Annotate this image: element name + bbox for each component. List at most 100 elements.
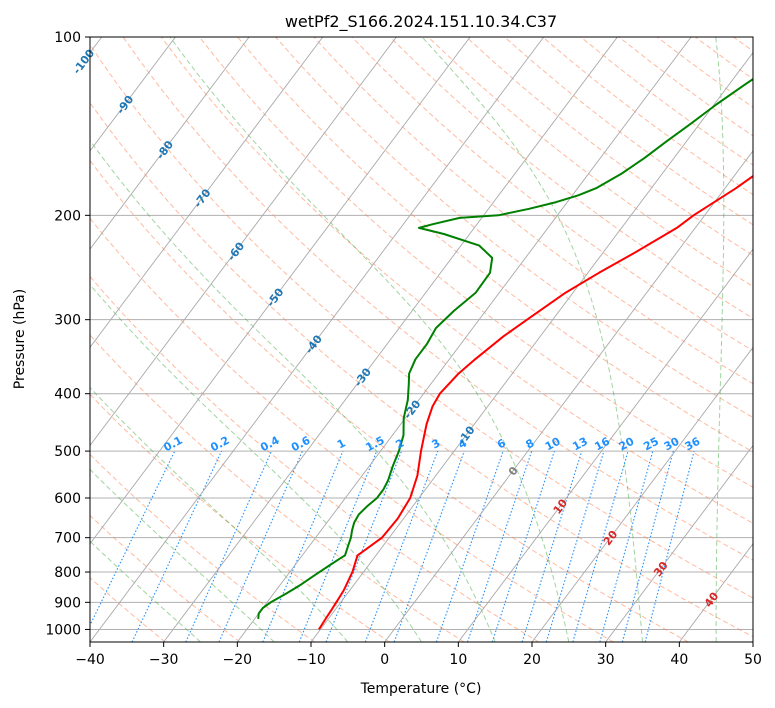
y-tick-label: 400 (54, 387, 81, 403)
isotherm-label: -80 (154, 138, 177, 162)
mixing-ratio-label: 25 (641, 435, 661, 454)
mixing-ratio-line (466, 450, 533, 642)
dry-adiabat-line (733, 37, 753, 52)
mixing-ratio-line (644, 450, 695, 642)
y-tick-label: 600 (54, 491, 81, 507)
y-tick-label: 1000 (45, 622, 81, 638)
isotherm-line (163, 37, 618, 642)
plot-area: 0.1 0.2 0.4 0.6 1 1.5 2 3 4 6 8 10 13 16 20 25 30 36-100-… (70, 36, 754, 643)
isotherm-line (605, 444, 753, 642)
mixing-ratio-line (545, 450, 605, 642)
isotherm-label: 10 (551, 496, 571, 516)
x-tick-label: −30 (149, 652, 179, 668)
moist-adiabat-line (90, 386, 349, 642)
moist-adiabat-line (421, 37, 643, 642)
dry-adiabat-line (580, 37, 753, 166)
dry-adiabat-line (90, 159, 689, 642)
mixing-ratio-line (131, 450, 223, 642)
dry-adiabat-line (90, 453, 315, 642)
dry-adiabat-line (90, 43, 753, 599)
y-tick-label: 100 (54, 30, 81, 46)
dry-adiabat-line (160, 37, 753, 524)
isotherm-line (90, 37, 397, 447)
x-tick-label: 30 (597, 652, 615, 668)
mixing-ratio-label: 16 (592, 435, 612, 454)
y-tick-label: 800 (54, 565, 81, 581)
mixing-ratio-line (572, 450, 629, 642)
isotherm-grid (90, 37, 753, 642)
isotherm-label: -40 (303, 332, 326, 356)
mixing-ratio-label: 10 (543, 435, 563, 454)
dry-adiabat-line (90, 334, 465, 642)
dry-adiabat-line (122, 37, 753, 561)
isotherm-label: -90 (114, 93, 137, 117)
sounding-series (257, 77, 753, 630)
mixing-ratio-line (90, 450, 176, 627)
x-tick-label: 10 (449, 652, 467, 668)
isotherm-line (310, 51, 753, 642)
chart-title: wetPf2_S166.2024.151.10.34.C37 (285, 12, 557, 32)
mixing-ratio-line (262, 450, 344, 642)
mixing-ratio-label: 6 (495, 436, 508, 451)
x-tick-label: 20 (523, 652, 541, 668)
mixing-ratio-line (298, 450, 378, 642)
mixing-ratio-line (325, 450, 403, 642)
x-tick-label: 50 (744, 652, 762, 668)
mixing-ratio-label: 13 (570, 435, 590, 454)
dry-adiabats (90, 37, 753, 642)
plot-frame (89, 36, 754, 643)
moist-adiabat-line (715, 37, 725, 642)
isotherm-label: -50 (264, 285, 287, 309)
y-axis-label: Pressure (hPa) (12, 289, 28, 389)
y-tick-label: 200 (54, 208, 81, 224)
isotherm-line (384, 150, 753, 642)
mixing-ratio-line (364, 450, 439, 642)
dry-adiabat-line (237, 37, 753, 453)
isotherm-line (90, 37, 250, 250)
mixing-ratio-line (621, 450, 674, 642)
mixing-ratio-label: 1 (335, 436, 348, 451)
dry-adiabat-line (542, 37, 753, 196)
x-tick-label: 40 (670, 652, 688, 668)
moist-adiabats (90, 37, 725, 642)
isotherm-label: -70 (191, 186, 214, 210)
dry-adiabat-line (90, 514, 241, 642)
dry-adiabat-line (90, 275, 540, 642)
isotherm-label: 40 (702, 590, 722, 610)
mixing-ratio-line (599, 450, 654, 642)
x-axis-label: Temperature (°C) (360, 681, 482, 697)
y-tick-label: 300 (54, 313, 81, 329)
x-tick-label: −20 (223, 652, 253, 668)
isotherm-line (531, 346, 753, 642)
moist-adiabat-line (90, 139, 496, 642)
mixing-ratio-label: 3 (430, 436, 443, 451)
x-tick-label: 0 (380, 652, 389, 668)
x-tick-label: −10 (296, 652, 326, 668)
isopleth-labels: 0.1 0.2 0.4 0.6 1 1.5 2 3 4 6 8 10 13 16 20 25 30 36-100-… (70, 47, 721, 610)
mixing-ratio-line (393, 450, 465, 642)
dry-adiabat-line (351, 37, 753, 352)
isotherm-label: -30 (352, 365, 375, 389)
mixing-ratio-line (435, 450, 504, 642)
moist-adiabat-line (90, 540, 201, 642)
dry-adiabat-line (275, 37, 753, 419)
isotherm-label: 30 (651, 559, 671, 579)
moist-adiabat-line (90, 468, 275, 642)
isotherm-line (90, 37, 176, 152)
mixing-ratio-label: 8 (524, 436, 537, 451)
isotherm-line (752, 641, 753, 642)
mixing-ratio-label: 30 (662, 435, 682, 454)
moist-adiabat-line (90, 283, 422, 642)
isotherm-line (90, 37, 471, 545)
x-tick-label: −40 (75, 652, 105, 668)
moist-adiabat-line (169, 37, 570, 642)
dry-adiabat-line (90, 101, 753, 638)
isotherm-label: -60 (225, 239, 248, 263)
temperature-profile-line (318, 174, 753, 630)
y-tick-label: 500 (54, 444, 81, 460)
mixing-ratio-line (218, 450, 303, 642)
mixing-ratio-label: 20 (617, 435, 637, 454)
mixing-ratio-line (491, 450, 555, 642)
dry-adiabat-line (313, 37, 753, 385)
